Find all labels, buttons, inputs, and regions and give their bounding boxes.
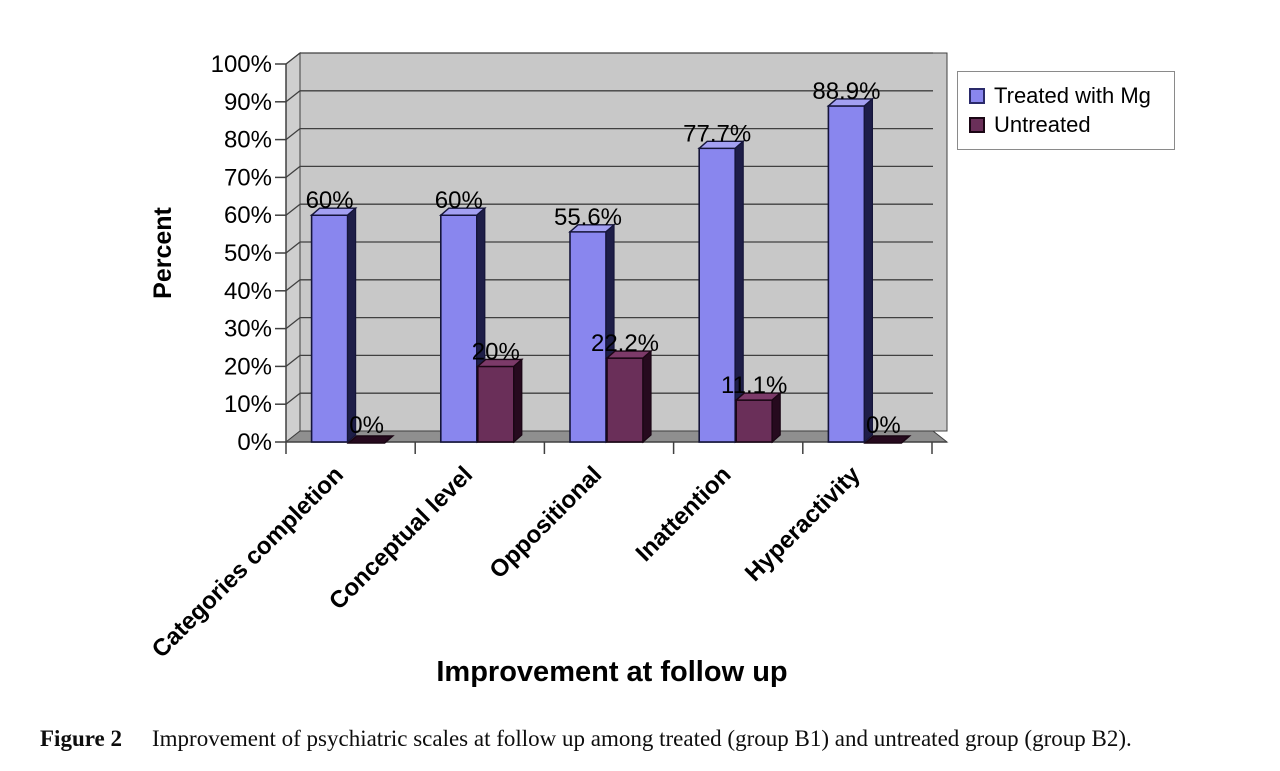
- treated-bar-4-front: [698, 147, 737, 443]
- gridline-side: [285, 52, 301, 65]
- gridline-side: [285, 279, 301, 292]
- legend-swatch-untreated-icon: [969, 117, 985, 133]
- gridline-side: [285, 203, 301, 216]
- data-label-untreated-5: 0%: [866, 412, 901, 439]
- legend-label-untreated: Untreated: [994, 112, 1091, 137]
- gridline-side: [285, 392, 301, 405]
- x-category-label: Categories completion: [147, 461, 349, 663]
- treated-bar-5-side: [863, 97, 874, 444]
- untreated-bar-2-front: [476, 365, 515, 443]
- y-tick-label: 20%: [224, 353, 272, 380]
- gridline-side: [285, 317, 301, 330]
- treated-bar-1-side: [347, 206, 357, 444]
- untreated-bar-1-flat: [346, 435, 395, 444]
- y-tick-label: 40%: [224, 278, 272, 305]
- data-label-treated-4: 77.7%: [683, 120, 751, 147]
- legend: Treated with Mg Untreated: [957, 71, 1175, 150]
- data-label-untreated-2: 20%: [472, 338, 520, 365]
- untreated-bar-5-flat: [863, 435, 912, 444]
- y-tick-label: 100%: [211, 51, 272, 78]
- y-tick-label: 30%: [224, 316, 272, 343]
- data-label-treated-5: 88.9%: [812, 78, 880, 105]
- bar-chart-canvas: 0% 10% 20% 30% 40% 50% 60% 70% 80% 90% 100% 60% 0% 60…: [147, 51, 949, 688]
- y-tick-label: 70%: [224, 164, 272, 191]
- treated-bar-2-front: [439, 214, 478, 443]
- data-label-treated-3: 55.6%: [554, 204, 622, 231]
- x-category-label: Oppositional: [484, 461, 607, 584]
- treated-bar-3-front: [569, 231, 607, 443]
- untreated-bar-3-front: [606, 357, 644, 443]
- y-tick-label: 60%: [224, 202, 272, 229]
- y-axis-title: Percent: [149, 206, 177, 298]
- legend-item-treated: Treated with Mg: [969, 85, 1174, 107]
- x-category-label: Inattention: [631, 461, 737, 567]
- data-label-untreated-4: 11.1%: [721, 372, 787, 399]
- untreated-bar-4-front: [735, 399, 774, 443]
- untreated-bar-4-side: [771, 391, 781, 444]
- data-label-untreated-3: 22.2%: [591, 330, 659, 357]
- gridline-side: [285, 354, 301, 367]
- figure-caption-label: Figure 2: [40, 726, 122, 751]
- data-label-treated-1: 60%: [306, 187, 354, 214]
- y-tick-label: 10%: [224, 391, 272, 418]
- treated-bar-1-front: [310, 214, 349, 443]
- figure-caption: Figure 2 Improvement of psychiatric scale…: [40, 726, 1265, 752]
- x-axis-title: Improvement at follow up: [436, 656, 787, 688]
- gridline-side: [285, 128, 301, 141]
- untreated-bar-3-side: [642, 349, 652, 444]
- x-category-label: Conceptual level: [324, 461, 478, 615]
- data-label-untreated-1: 0%: [349, 412, 384, 439]
- treated-bar-5-front: [827, 105, 866, 443]
- legend-swatch-treated-icon: [969, 88, 985, 104]
- gridline-side: [285, 90, 301, 103]
- x-category-label: Hyperactivity: [740, 461, 866, 587]
- gridline-side: [285, 165, 301, 178]
- data-label-treated-2: 60%: [435, 187, 483, 214]
- legend-label-treated: Treated with Mg: [994, 83, 1151, 108]
- y-tick-label: 80%: [224, 127, 272, 154]
- figure-caption-text: Improvement of psychiatric scales at fol…: [151, 726, 1132, 751]
- untreated-bar-2-side: [513, 358, 523, 444]
- y-tick-label: 0%: [237, 429, 272, 456]
- legend-item-untreated: Untreated: [969, 114, 1174, 136]
- y-tick-label: 90%: [224, 89, 272, 116]
- gridline-side: [285, 241, 301, 254]
- y-tick-label: 50%: [224, 240, 272, 267]
